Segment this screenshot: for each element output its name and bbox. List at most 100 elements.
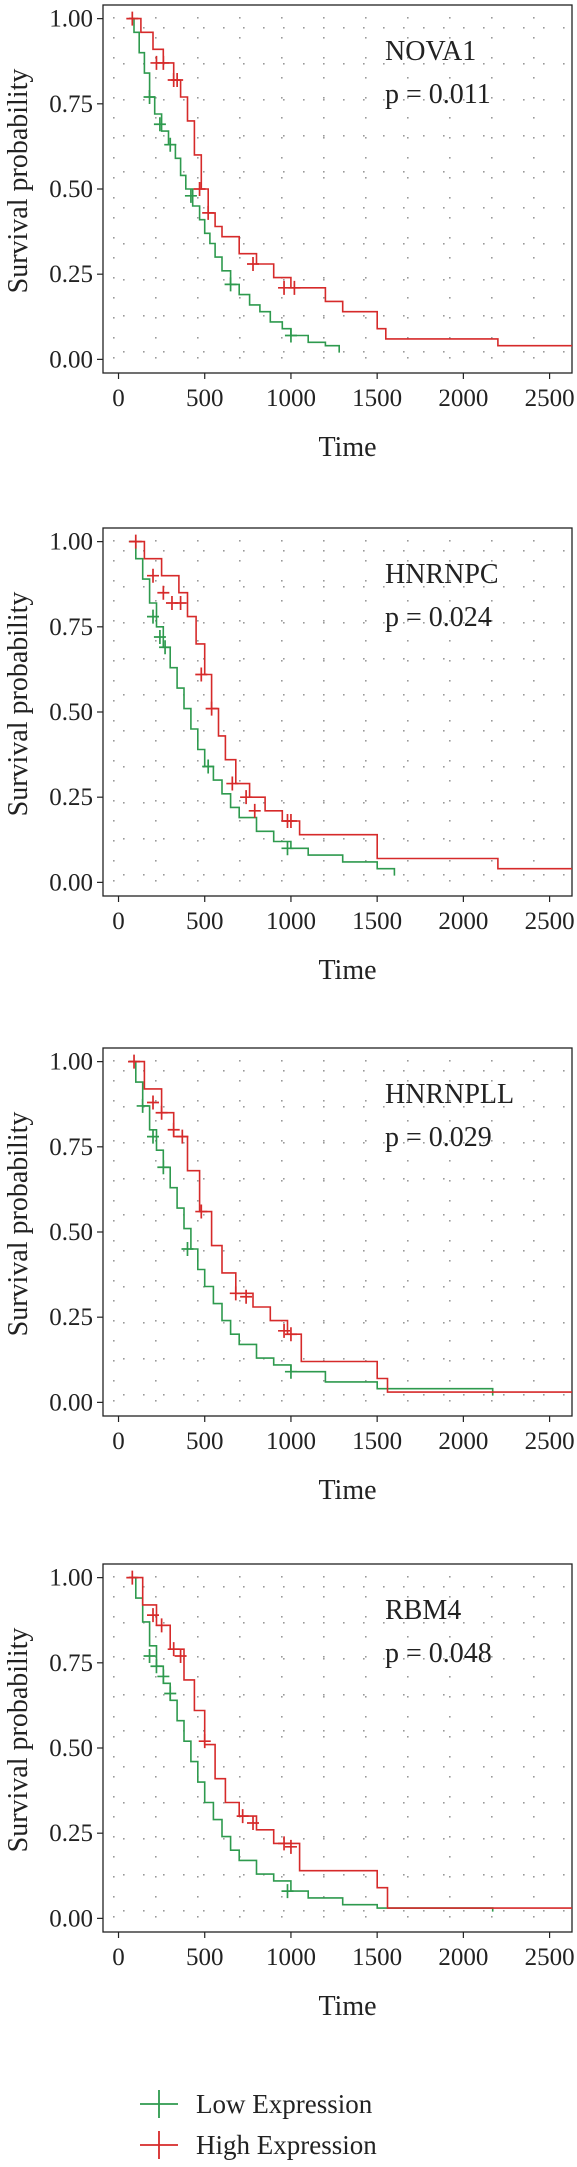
x-tick-label: 1000 [266,1944,316,1971]
grid-dot [363,1178,365,1180]
grid-dot [243,1178,245,1180]
grid-dot [197,317,199,319]
grid-dot [449,1616,451,1618]
grid-dot [323,171,325,173]
grid-dot [323,1730,325,1732]
grid-dot [383,1838,385,1840]
gene-label: RBM4 [385,1595,461,1626]
grid-dot [281,860,283,862]
grid-dot [323,580,325,582]
grid-dot [323,620,325,622]
grid-dot [343,1730,345,1732]
grid-dot [283,1070,285,1072]
grid-dot [183,1358,185,1360]
grid-dot [543,27,545,29]
grid-dot [523,63,525,65]
grid-dot [365,257,367,259]
grid-dot [533,640,535,642]
grid-dot [483,658,485,660]
grid-dot [203,1586,205,1588]
grid-dot [365,840,367,842]
grid-dot [183,1586,185,1588]
grid-dot [239,1140,241,1142]
grid-dot [449,117,451,119]
grid-dot [533,1916,535,1918]
grid-dot [483,135,485,137]
grid-dot [563,658,565,660]
grid-dot [543,243,545,245]
grid-dot [303,99,305,101]
grid-dot [449,1300,451,1302]
grid-dot [239,1100,241,1102]
grid-dot [449,540,451,542]
grid-dot [483,730,485,732]
grid-dot [239,277,241,279]
grid-dot [303,27,305,29]
grid-dot [323,197,325,199]
grid-dot [281,540,283,542]
grid-dot [523,1178,525,1180]
x-axis-title: Time [318,955,376,986]
grid-dot [203,63,205,65]
grid-dot [523,1694,525,1696]
grid-dot [365,297,367,299]
grid-dot [503,279,505,281]
grid-dot [283,1250,285,1252]
grid-dot [281,1676,283,1678]
grid-dot [303,1910,305,1912]
censor-mark [281,1884,294,1899]
grid-dot [323,297,325,299]
grid-dot [543,1694,545,1696]
grid-dot [123,1286,125,1288]
grid-dot [143,1838,145,1840]
grid-dot [303,658,305,660]
grid-dot [283,1658,285,1660]
grid-dot [449,157,451,159]
grid-dot [303,1622,305,1624]
grid-dot [343,1838,345,1840]
grid-dot [303,694,305,696]
grid-dot [491,1160,493,1162]
grid-dot [533,680,535,682]
censor-mark [193,182,206,196]
grid-dot [407,580,409,582]
grid-dot [403,1622,405,1624]
grid-dot [143,1214,145,1216]
grid-dot [163,1142,165,1144]
grid-dot [483,1070,485,1072]
grid-dot [243,315,245,317]
grid-dot [491,1696,493,1698]
grid-dot [533,620,535,622]
grid-dot [239,760,241,762]
grid-dot [283,315,285,317]
grid-dot [503,351,505,353]
grid-dot [197,1140,199,1142]
grid-dot [143,802,145,804]
grid-dot [543,1910,545,1912]
grid-dot [503,586,505,588]
grid-dot [343,1622,345,1624]
grid-dot [449,57,451,59]
grid-dot [197,37,199,39]
grid-dot [443,279,445,281]
y-tick-label: 0.75 [49,614,93,641]
grid-dot [113,1856,115,1858]
grid-dot [323,1856,325,1858]
grid-dot [143,1910,145,1912]
grid-dot [155,177,157,179]
grid-dot [449,600,451,602]
grid-dot [491,740,493,742]
grid-dot [197,197,199,199]
grid-dot [491,1716,493,1718]
grid-dot [343,279,345,281]
grid-dot [563,1838,565,1840]
grid-dot [123,730,125,732]
grid-dot [543,1766,545,1768]
grid-dot [383,1214,385,1216]
grid-dot [363,802,365,804]
grid-dot [155,1696,157,1698]
grid-dot [523,1070,525,1072]
grid-dot [449,1836,451,1838]
censor-mark [155,1618,168,1633]
grid-dot [343,1214,345,1216]
